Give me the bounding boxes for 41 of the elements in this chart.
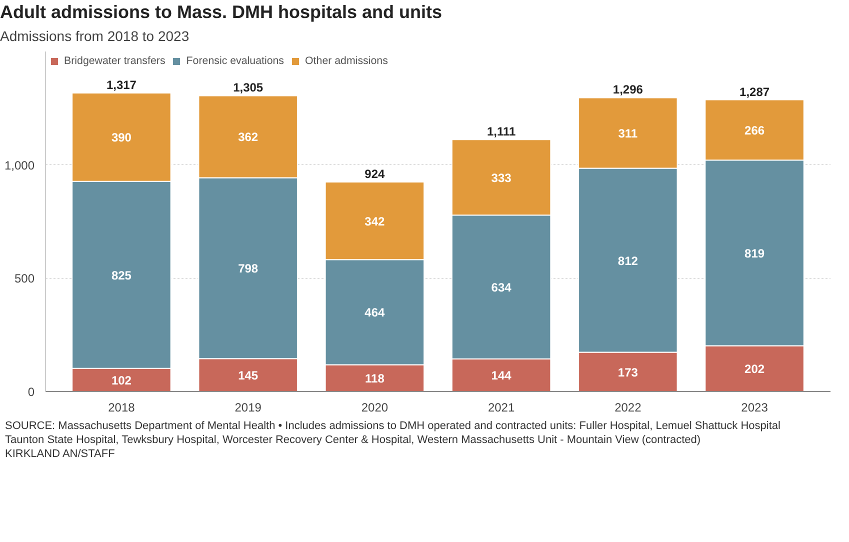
text: KIRKLAND AN/STAFF (5, 448, 115, 460)
data-label: 812 (618, 253, 638, 268)
chart-title: Adult admissions to Mass. DMH hospitals and units (0, 1, 442, 24)
data-label: 362 (238, 130, 258, 144)
y-tick-label: 1,000 (4, 158, 35, 172)
total-label: 1,111 (486, 124, 516, 138)
data-label: 118 (365, 371, 385, 386)
data-label: 798 (238, 261, 258, 276)
data-label: 819 (744, 246, 765, 260)
data-label: 102 (111, 373, 132, 388)
x-tick-label: 2022 (614, 400, 642, 414)
data-label: 464 (364, 305, 386, 320)
text: Taunton State Hospital, Tewksbury Hospital, Worcester Recovery Center & Hospital, Western Massachusetts Unit - Mountain View (contracted) (5, 434, 701, 446)
x-tick-label: 2020 (361, 400, 388, 414)
y-tick-label: 500 (14, 271, 35, 286)
total-label: 1,305 (233, 80, 264, 94)
x-tick-label: 2021 (488, 400, 515, 414)
data-label: 144 (491, 368, 512, 382)
legend-label: Other admissions (305, 54, 388, 67)
source-note: SOURCE: Massachusetts Department of Mental Health • Includes admissions to DMH operated and contracted units: Fuller Hospital, Lemuel Shattuck Hospital (5, 420, 780, 432)
data-label: 202 (744, 362, 765, 376)
data-label: 311 (618, 126, 638, 140)
x-tick-label: 2023 (741, 400, 768, 414)
total-label: 1,287 (740, 84, 770, 98)
x-tick-label: 2019 (234, 400, 262, 414)
data-label: 825 (111, 268, 132, 282)
total-label: 1,296 (612, 82, 644, 96)
legend-label: Forensic evaluations (186, 54, 284, 67)
data-label: 145 (238, 368, 258, 382)
data-label: 390 (111, 130, 132, 144)
total-label: 924 (364, 166, 386, 181)
y-tick-label: 0 (28, 384, 35, 399)
data-label: 333 (491, 170, 512, 185)
data-label: 173 (618, 365, 638, 380)
data-label: 342 (364, 214, 386, 228)
chart-subtitle: Admissions from 2018 to 2023 (0, 26, 190, 46)
data-label: 266 (744, 123, 765, 138)
total-label: 1,317 (106, 78, 137, 92)
x-tick-label: 2018 (108, 400, 136, 414)
legend-label: Bridgewater transfers (64, 54, 166, 67)
data-label: 634 (491, 280, 512, 294)
